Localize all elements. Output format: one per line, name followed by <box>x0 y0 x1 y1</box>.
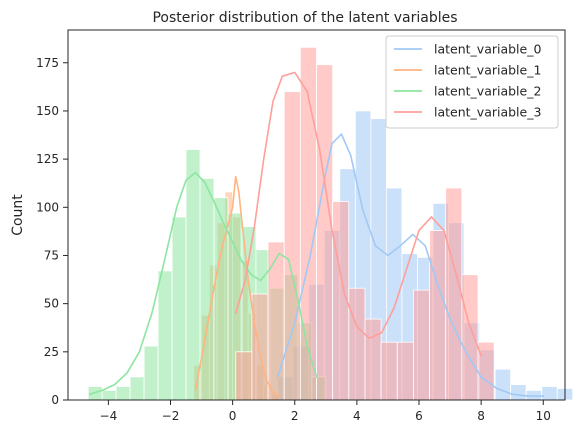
legend-label: latent_variable_0 <box>434 42 541 57</box>
histogram-bar <box>396 341 414 401</box>
histogram-bar <box>445 187 463 401</box>
x-axis: −4 −2 0 2 4 6 8 10 <box>100 400 551 423</box>
x-tick-label: 8 <box>477 409 485 423</box>
y-tick-label: 175 <box>36 56 59 70</box>
histogram-bar <box>494 368 512 401</box>
x-tick-label: 10 <box>536 409 551 423</box>
y-tick-label: 25 <box>44 345 59 359</box>
histogram-bars <box>87 46 574 401</box>
x-tick-label: 0 <box>229 409 237 423</box>
histogram-bar <box>267 241 285 401</box>
histogram-bar <box>171 216 187 401</box>
kde-curves <box>88 71 545 397</box>
histogram-bar <box>251 293 269 401</box>
histogram-bar <box>115 386 131 401</box>
histogram-bar <box>199 177 215 401</box>
kde-line-latent_variable_1 <box>194 175 281 397</box>
y-axis: 0 25 50 75 100 125 150 175 <box>36 56 68 407</box>
histogram-bar <box>461 274 479 401</box>
x-tick-label: 4 <box>353 409 361 423</box>
histogram-bar <box>413 289 430 401</box>
histogram-bar <box>129 376 145 401</box>
y-tick-label: 75 <box>44 248 59 262</box>
histogram-bar <box>380 341 398 401</box>
histogram-bar <box>235 351 253 401</box>
histogram-bar <box>510 384 527 401</box>
y-tick-label: 0 <box>51 393 59 407</box>
legend: latent_variable_0 latent_variable_1latent… <box>385 35 559 129</box>
legend-label: latent_variable_2 <box>434 84 541 99</box>
histogram-bar <box>157 270 173 401</box>
histogram-bar <box>477 341 495 401</box>
kde-line-latent_variable_2 <box>88 171 318 396</box>
chart-title: Posterior distribution of the latent var… <box>152 10 457 26</box>
x-tick-label: 2 <box>291 409 299 423</box>
histogram-bar <box>348 287 366 401</box>
kde-line-latent_variable_0 <box>276 133 545 397</box>
x-tick-label: −2 <box>162 409 180 423</box>
histogram-bar <box>316 64 334 401</box>
histogram-bar <box>429 230 447 401</box>
legend-label: latent_variable_1 <box>434 63 541 78</box>
legend-frame <box>385 35 559 129</box>
histogram-bar <box>283 91 301 401</box>
histogram-bar <box>541 386 558 401</box>
histogram-bar <box>101 389 117 401</box>
kde-line-latent_variable_3 <box>234 71 482 357</box>
x-tick-label: −4 <box>100 409 118 423</box>
y-axis-label: Count <box>10 194 26 236</box>
histogram-bar <box>143 345 159 401</box>
legend-label: latent_variable_3 <box>434 105 541 120</box>
y-tick-label: 150 <box>36 104 59 118</box>
histogram-bar <box>185 149 201 401</box>
plot-frame <box>67 29 566 401</box>
y-tick-label: 125 <box>36 152 59 166</box>
y-tick-label: 50 <box>44 297 59 311</box>
series-latent_variable_3 <box>235 46 495 401</box>
y-tick-label: 100 <box>36 200 59 214</box>
histogram-bar <box>525 389 543 401</box>
histogram-bar <box>364 318 382 401</box>
x-tick-label: 6 <box>415 409 423 423</box>
